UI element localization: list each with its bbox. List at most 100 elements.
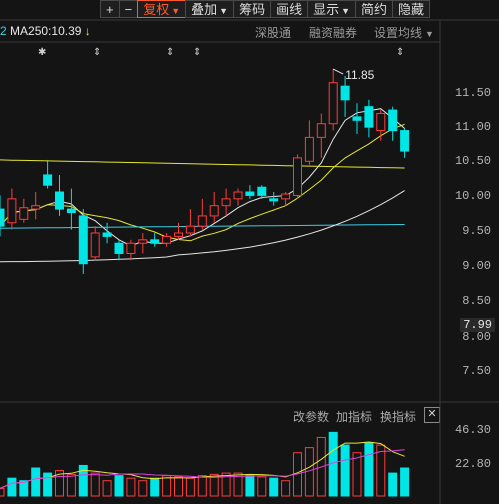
chip-distribution-button[interactable]: 筹码 xyxy=(233,0,272,18)
candle-body xyxy=(257,186,267,196)
volume-bar xyxy=(269,477,279,497)
chart-grid xyxy=(0,19,499,504)
volume-bar xyxy=(55,470,64,497)
volume-bar xyxy=(328,431,338,497)
ma10-line xyxy=(0,123,405,242)
ma-prefix: 2 xyxy=(0,24,7,38)
volume-bar xyxy=(352,452,362,497)
candle-body xyxy=(364,106,374,128)
ma250-label: MA250: xyxy=(10,24,52,38)
draw-line-button[interactable]: 画线 xyxy=(270,0,309,18)
rights-adjust-button[interactable]: 复权 ▼ xyxy=(137,0,187,18)
candle-body xyxy=(269,198,279,202)
display-button[interactable]: 显示 ▼ xyxy=(307,0,357,18)
overlay-button[interactable]: 叠加 ▼ xyxy=(185,0,235,18)
volume-bar xyxy=(185,477,195,497)
event-marker-icon: ⇕ xyxy=(396,47,404,58)
add-indicator-option[interactable]: 加指标 xyxy=(336,410,373,424)
price-tick: 10.00 xyxy=(454,189,491,203)
price-tick: 7.50 xyxy=(462,364,491,378)
candle-body xyxy=(90,232,100,258)
candle-body xyxy=(78,215,88,265)
volume-tick: 22.80 xyxy=(454,457,491,471)
volume-bar xyxy=(388,472,398,497)
volume-bar xyxy=(316,436,326,497)
candle-body xyxy=(43,174,53,186)
candle-body xyxy=(66,208,76,213)
candle-body xyxy=(7,198,17,224)
ma250-line xyxy=(0,224,405,229)
price-tick: 11.50 xyxy=(454,86,491,100)
candle-body xyxy=(209,205,219,217)
price-tick: 8.00 xyxy=(462,330,491,344)
candle-body xyxy=(197,215,207,227)
candle-body xyxy=(162,235,172,244)
volume-bar xyxy=(31,467,41,497)
zoom-out-button[interactable]: − xyxy=(118,0,139,18)
hide-button[interactable]: 隐藏 xyxy=(392,0,431,18)
volume-bar xyxy=(281,480,291,497)
chevron-down-icon: ▼ xyxy=(341,6,351,16)
set-ma-option[interactable]: 设置均线 ▼ xyxy=(374,24,434,41)
volume-bar xyxy=(90,472,100,497)
ma120-line xyxy=(0,159,405,169)
candle-body xyxy=(0,208,5,227)
caret-down-icon: ▼ xyxy=(425,29,434,39)
candle-body xyxy=(304,136,314,162)
volume-bar xyxy=(221,472,231,497)
shengutong-option[interactable]: 深股通 xyxy=(255,26,292,40)
candle-body xyxy=(281,193,291,200)
event-markers: 11.85 ✱ ⇕ ⇕ ⇕ ⇕ xyxy=(38,47,404,82)
ma5-line xyxy=(0,108,405,247)
volume-bar xyxy=(376,444,386,497)
candle-body xyxy=(376,112,386,132)
overlay-label: 叠加 xyxy=(191,2,218,17)
candle-body xyxy=(388,109,398,132)
volume-bar xyxy=(7,477,17,497)
candle-body xyxy=(185,225,195,234)
candle-body xyxy=(340,85,350,101)
volume-bar xyxy=(0,487,5,497)
candle-body xyxy=(221,198,231,207)
candle-body xyxy=(400,130,410,152)
price-tick: 9.50 xyxy=(462,224,491,238)
volume-bar xyxy=(209,473,219,497)
toolbar: + − 复权 ▼ 叠加 ▼ 筹码 画线 显示 ▼ 简约 隐藏 xyxy=(100,0,431,20)
candle-body xyxy=(245,191,255,196)
change-params-option[interactable]: 改参数 xyxy=(293,410,330,424)
volume-bars xyxy=(0,431,410,497)
volume-tick: 46.30 xyxy=(454,423,491,437)
close-icon[interactable]: ✕ xyxy=(424,407,440,423)
switch-indicator-option[interactable]: 换指标 xyxy=(380,410,417,424)
candle-body xyxy=(126,242,136,254)
chevron-down-icon: ▼ xyxy=(171,6,181,16)
price-tick: 11.00 xyxy=(454,120,491,134)
volume-bar xyxy=(340,444,350,497)
candle-body xyxy=(19,207,29,220)
rights-adjust-label: 复权 xyxy=(143,2,170,17)
simple-mode-button[interactable]: 简约 xyxy=(355,0,394,18)
candle-body xyxy=(293,157,302,196)
volume-bar xyxy=(78,464,88,497)
event-marker-icon: ⇕ xyxy=(93,47,101,58)
moving-average-lines xyxy=(0,108,405,263)
peak-pointer xyxy=(332,68,344,75)
price-tick: 10.50 xyxy=(454,154,491,168)
margin-trading-option[interactable]: 融资融券 xyxy=(309,26,358,40)
volume-bar xyxy=(126,477,136,497)
ma250-value: 10.39 xyxy=(51,24,82,38)
event-marker-icon: ✱ xyxy=(38,47,46,58)
zoom-in-button[interactable]: + xyxy=(100,0,120,18)
current-price-label: 7.99 xyxy=(460,318,495,332)
volume-bar xyxy=(364,442,374,497)
display-label: 显示 xyxy=(313,2,340,17)
price-tick: 9.00 xyxy=(462,259,491,273)
volume-bar xyxy=(43,472,53,497)
candle-body xyxy=(31,205,41,210)
volume-bar xyxy=(19,480,29,497)
set-ma-label: 设置均线 xyxy=(374,26,423,40)
ma-legend: 2 MA250:10.39 ↓ xyxy=(0,24,91,38)
candle-body xyxy=(352,116,362,121)
volume-bar xyxy=(174,476,183,497)
